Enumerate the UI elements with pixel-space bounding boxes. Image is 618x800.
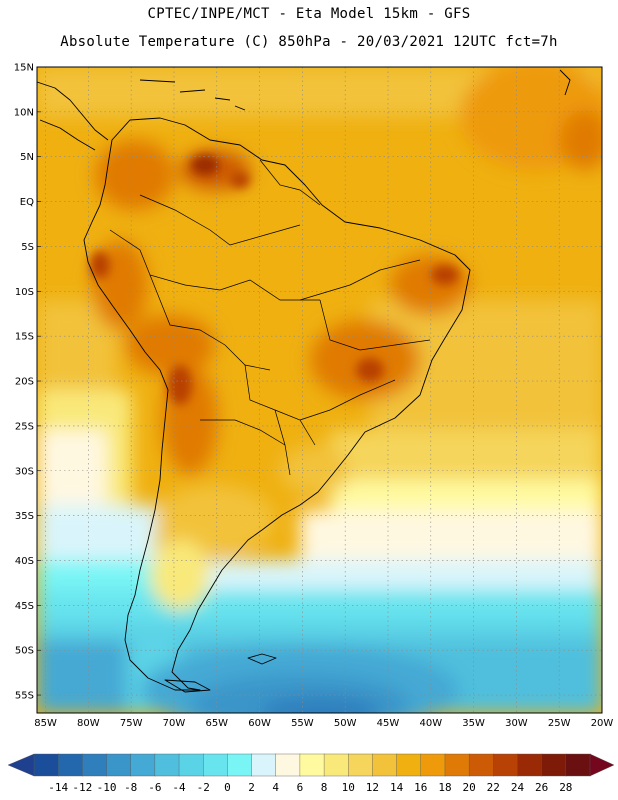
colorbar-label: 28 [559, 781, 572, 794]
colorbar-swatch [541, 753, 567, 777]
colorbar-label: 26 [535, 781, 548, 794]
lon-label: 20W [591, 718, 614, 729]
colorbar-label: 14 [390, 781, 404, 794]
lat-label: 35S [15, 511, 34, 522]
lat-label: 40S [15, 556, 34, 567]
lat-label: 5N [20, 152, 34, 163]
colorbar-swatch [565, 753, 591, 777]
colorbar-label: -6 [148, 781, 161, 794]
lon-label: 30W [505, 718, 528, 729]
colorbar-swatch [154, 753, 180, 777]
colorbar-max-arrow [589, 753, 615, 777]
colorbar-swatch [227, 753, 253, 777]
colorbar-labels: -14 -12 -10 -8 -6 -4 -2 0 2 4 6 8 10 12 14 16 18 20 22 24 26… [48, 781, 572, 794]
colorbar-label: 2 [248, 781, 255, 794]
colorbar-swatch [468, 753, 495, 777]
lat-label: EQ [20, 197, 34, 208]
country-borders [109, 159, 431, 476]
colorbar-label: -8 [124, 781, 137, 794]
lon-label: 75W [120, 718, 143, 729]
lat-label: 25S [15, 421, 34, 432]
map-subtitle: Absolute Temperature (C) 850hPa - 20/03/… [60, 34, 558, 50]
lon-label: 80W [77, 718, 100, 729]
colorbar-swatch [348, 753, 374, 777]
lat-label: 55S [15, 691, 34, 702]
lon-label: 35W [462, 718, 485, 729]
lon-label: 55W [291, 718, 314, 729]
lat-label: 5S [21, 242, 34, 253]
lat-label: 10N [14, 107, 34, 118]
colorbar-label: 22 [487, 781, 500, 794]
lon-label: 45W [377, 718, 400, 729]
map-frame [36, 66, 603, 714]
lon-label: 60W [248, 718, 271, 729]
lon-label: 65W [205, 718, 228, 729]
colorbar-swatch [275, 753, 301, 777]
colorbar-swatch [106, 753, 132, 777]
colorbar-label: 8 [321, 781, 328, 794]
colorbar-swatch [178, 753, 204, 777]
colorbar [7, 753, 615, 777]
colorbar-swatch [396, 753, 422, 777]
coastlines [36, 69, 571, 693]
lon-label: 70W [163, 718, 186, 729]
colorbar-swatch [203, 753, 229, 777]
lat-label: 20S [15, 377, 34, 388]
colorbar-swatch [82, 753, 108, 777]
lat-label: 30S [15, 466, 34, 477]
colorbar-swatch [57, 753, 84, 777]
lon-label: 25W [548, 718, 571, 729]
latitude-labels: 15N 10N 5N EQ 5S 10S 15S 20S 25S 30S 35S 40S 45S 50S 5… [14, 63, 34, 702]
lat-label: 15N [14, 63, 34, 74]
colorbar-swatch [517, 753, 543, 777]
lat-label: 10S [15, 287, 34, 298]
colorbar-label: -10 [97, 781, 117, 794]
colorbar-swatch [372, 753, 398, 777]
lat-label: 15S [15, 332, 34, 343]
colorbar-label: 18 [438, 781, 451, 794]
colorbar-label: -2 [197, 781, 210, 794]
colorbar-label: 0 [224, 781, 231, 794]
colorbar-swatch [130, 753, 156, 777]
map-title: CPTEC/INPE/MCT - Eta Model 15km - GFS [147, 6, 471, 22]
colorbar-swatch [323, 753, 349, 777]
colorbar-swatch [251, 753, 277, 777]
lat-label: 50S [15, 646, 34, 657]
lon-label: 40W [419, 718, 442, 729]
colorbar-swatch [33, 753, 59, 777]
colorbar-label: 6 [297, 781, 304, 794]
colorbar-label: -4 [172, 781, 186, 794]
colorbar-swatch [444, 753, 470, 777]
colorbar-label: 4 [272, 781, 279, 794]
colorbar-label: 12 [366, 781, 379, 794]
colorbar-label: 16 [414, 781, 427, 794]
temperature-field [37, 67, 602, 713]
lat-label: 45S [15, 601, 34, 612]
colorbar-label: 20 [463, 781, 476, 794]
lon-label: 85W [34, 718, 57, 729]
lon-label: 50W [334, 718, 357, 729]
colorbar-swatch [420, 753, 446, 777]
colorbar-label: -14 [48, 781, 68, 794]
colorbar-min-arrow [7, 753, 35, 777]
colorbar-swatch [493, 753, 519, 777]
longitude-labels: 85W 80W 75W 70W 65W 60W 55W 50W 45W 40W 35W 30W 25W 2… [34, 718, 613, 729]
colorbar-label: 24 [511, 781, 525, 794]
colorbar-label: 10 [342, 781, 355, 794]
colorbar-swatch [299, 753, 325, 777]
colorbar-label: -12 [72, 781, 92, 794]
